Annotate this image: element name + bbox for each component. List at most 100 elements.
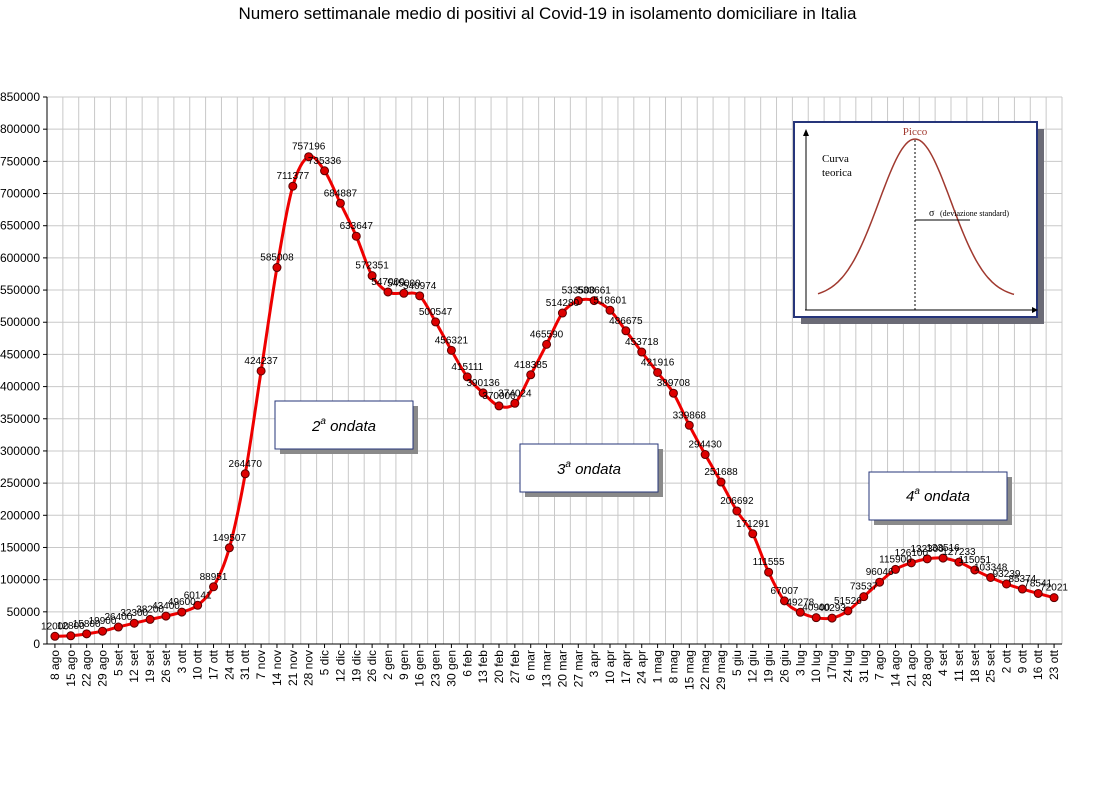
data-label: 12800: [57, 621, 85, 632]
data-label: 88951: [200, 572, 228, 583]
svg-text:3a ondata: 3a ondata: [557, 459, 621, 478]
x-tick-label: 27 mar: [571, 650, 585, 687]
data-label: 32300: [120, 608, 148, 619]
x-tick-label: 20 feb: [492, 650, 506, 684]
data-label: 465590: [530, 329, 564, 340]
data-label: 545000: [387, 278, 421, 289]
x-tick-label: 5 dic: [318, 650, 332, 675]
data-label: 206692: [720, 496, 754, 507]
data-point: [970, 565, 980, 575]
x-tick-label: 5 giu: [730, 650, 744, 676]
inset-theoretical-curve: Picco Curva teorica σ (deviazione standa…: [793, 121, 1044, 324]
data-label: 149507: [213, 533, 247, 544]
data-label: 339868: [673, 410, 707, 421]
x-tick-label: 20 mar: [555, 650, 569, 687]
y-tick-label: 0: [33, 637, 40, 651]
data-label: 51526: [834, 596, 862, 607]
data-point: [145, 614, 155, 624]
series-markers: [50, 152, 1059, 641]
chart-title: Numero settimanale medio di positivi al …: [238, 4, 857, 23]
x-tick-label: 12 dic: [333, 650, 347, 682]
data-point: [209, 582, 219, 592]
y-tick-label: 350000: [0, 412, 40, 426]
data-label: 633647: [340, 221, 374, 232]
x-tick-label: 25 set: [984, 649, 998, 682]
data-label: 421916: [641, 357, 675, 368]
x-tick-label: 3 lug: [793, 650, 807, 676]
data-label: 111555: [753, 557, 785, 568]
data-label: 456321: [435, 335, 469, 346]
data-point: [986, 572, 996, 582]
x-tick-label: 27 feb: [508, 650, 522, 684]
data-point: [224, 543, 234, 553]
data-label: 67007: [771, 586, 799, 597]
x-tick-label: 19 set: [143, 649, 157, 682]
data-label: 60141: [184, 590, 212, 601]
data-label: 49600: [168, 597, 196, 608]
data-label: 424237: [244, 356, 278, 367]
x-tick-label: 18 set: [968, 649, 982, 682]
data-label: 486675: [609, 316, 643, 327]
x-tick-label: 28 ago: [920, 650, 934, 687]
data-label: 418385: [514, 360, 548, 371]
data-label: 115900: [879, 554, 912, 565]
axes: [46, 97, 1062, 645]
data-point: [478, 388, 488, 398]
y-tick-label: 650000: [0, 219, 40, 233]
x-tick-label: 3 apr: [587, 650, 601, 677]
x-tick-label: 1 mag: [651, 650, 665, 683]
x-tick-label: 22 mag: [698, 650, 712, 690]
data-point: [827, 613, 837, 623]
data-point: [1049, 593, 1059, 603]
data-point: [875, 577, 885, 587]
data-point: [161, 611, 171, 621]
data-label: 500547: [419, 307, 453, 318]
x-tick-label: 28 nov: [302, 650, 316, 686]
x-tick-label: 16 ott: [1031, 649, 1045, 680]
wave-annotation-4: 4a ondata: [868, 471, 1012, 525]
data-label: 103348: [974, 562, 1008, 573]
data-label: 415111: [451, 362, 483, 373]
data-label: 93239: [993, 569, 1021, 580]
data-label: 264470: [229, 459, 263, 470]
x-tick-label: 12 giu: [746, 650, 760, 683]
data-point: [890, 564, 900, 574]
x-tick-label: 3 ott: [175, 649, 189, 673]
data-label: 735336: [308, 156, 342, 167]
data-point: [193, 600, 203, 610]
data-point: [351, 231, 361, 241]
data-label: 585008: [260, 253, 294, 264]
data-label: 684887: [324, 188, 358, 199]
data-label: 132300: [911, 544, 945, 555]
data-label: 453718: [625, 337, 659, 348]
data-point: [621, 326, 631, 336]
data-label: 78541: [1024, 578, 1052, 589]
y-tick-label: 250000: [0, 476, 40, 490]
x-tick-label: 12 set: [127, 649, 141, 682]
inset-sigma-label: (deviazione standard): [940, 209, 1009, 218]
x-tick-label: 21 nov: [286, 650, 300, 686]
x-tick-label: 17lug: [825, 650, 839, 679]
data-label: 19900: [89, 616, 117, 627]
y-tick-label: 800000: [0, 122, 40, 136]
wave-annotation-2: 2a ondata: [274, 400, 418, 454]
x-tick-label: 19 giu: [762, 650, 776, 683]
data-point: [415, 291, 425, 301]
x-tick-label: 7 ago: [873, 650, 887, 680]
inset-peak-label: Picco: [903, 126, 928, 138]
x-tick-label: 6 feb: [460, 650, 474, 677]
data-point: [50, 631, 60, 641]
data-point: [779, 596, 789, 606]
y-tick-label: 600000: [0, 251, 40, 265]
data-point: [288, 181, 298, 191]
data-label: 390136: [466, 378, 500, 389]
data-label: 389708: [657, 378, 691, 389]
data-point: [240, 469, 250, 479]
data-point: [446, 345, 456, 355]
x-tick-label: 4 set: [936, 649, 950, 676]
data-labels: 1200012800158001990026400323003820043400…: [41, 142, 1068, 633]
data-point: [82, 629, 92, 639]
data-label: 12000: [41, 621, 69, 632]
x-tick-label: 14 nov: [270, 650, 284, 686]
svg-text:2a ondata: 2a ondata: [311, 416, 376, 435]
